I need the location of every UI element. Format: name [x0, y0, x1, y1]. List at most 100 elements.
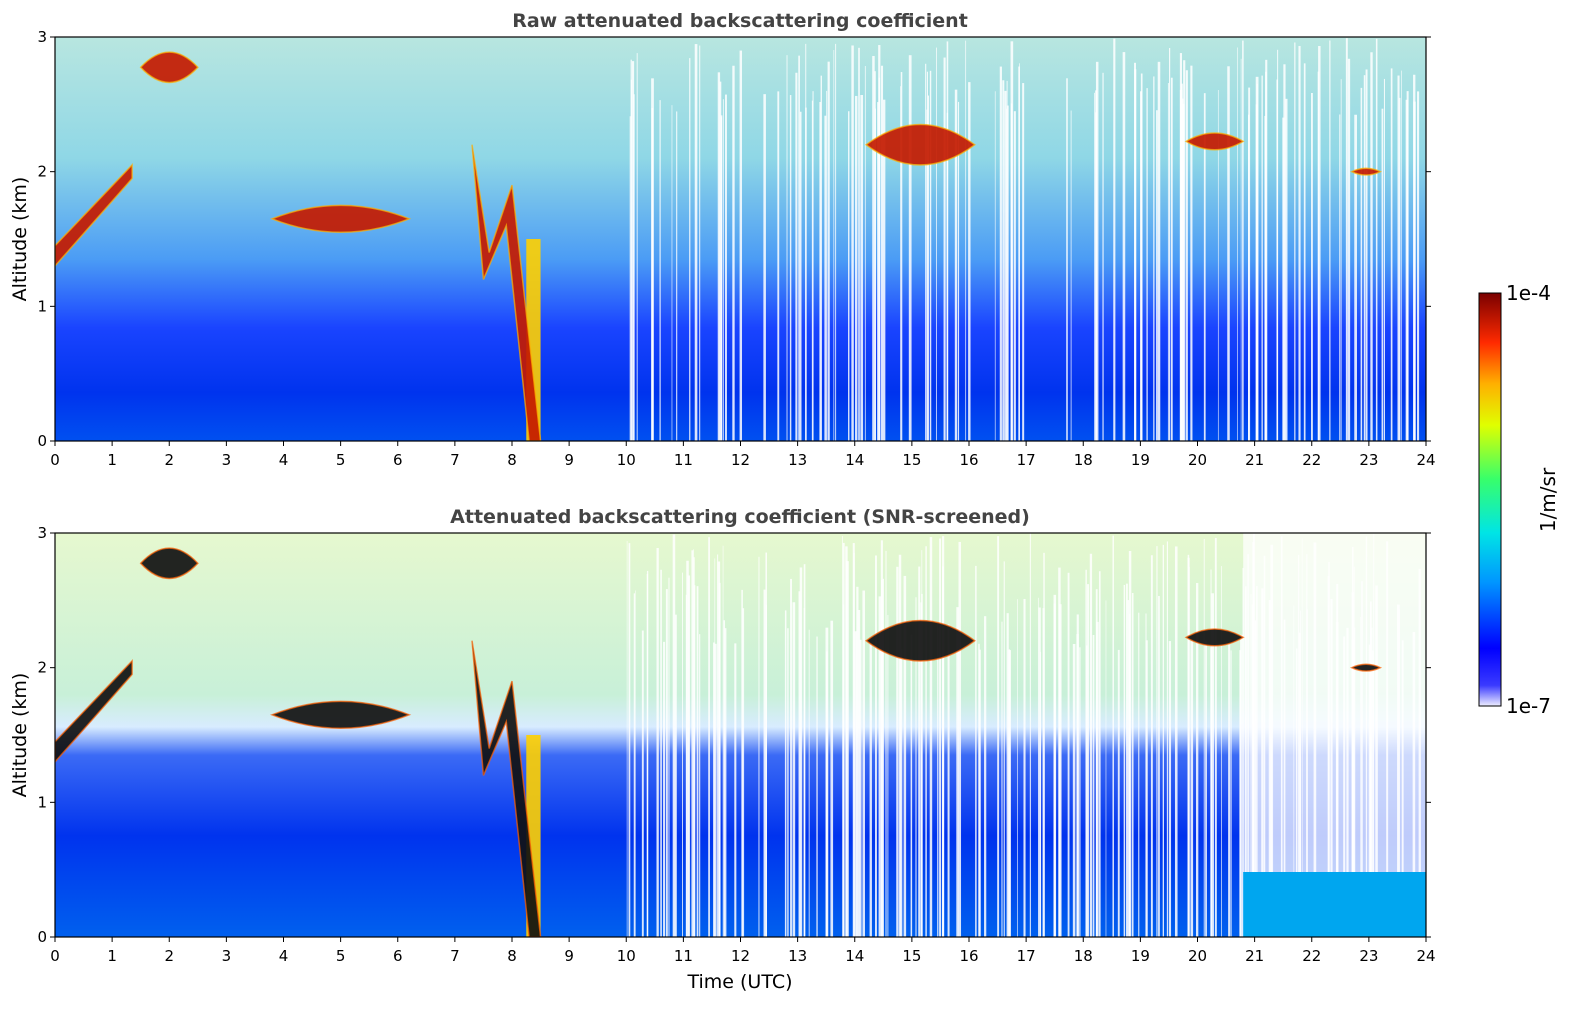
data-gap-stripe — [816, 636, 818, 937]
data-gap-stripe — [1347, 58, 1351, 441]
data-gap-stripe — [765, 552, 768, 937]
data-gap-stripe — [805, 43, 807, 441]
y-tick-label: 0 — [37, 928, 47, 946]
data-gap-stripe — [1183, 60, 1186, 441]
cloud-layer — [866, 124, 975, 165]
data-gap-stripe — [663, 641, 666, 937]
data-gap-stripe — [713, 642, 715, 937]
data-gap-stripe — [835, 43, 837, 441]
data-gap-stripe — [1145, 613, 1147, 937]
data-gap-stripe — [898, 554, 902, 937]
y-tick-label: 3 — [37, 524, 47, 542]
x-tick-label: 9 — [564, 947, 574, 965]
data-gap-stripe — [968, 82, 971, 441]
x-tick-label: 21 — [1245, 451, 1264, 469]
data-gap-stripe — [763, 589, 766, 937]
data-gap-stripe — [1029, 533, 1031, 937]
data-gap-stripe — [927, 95, 930, 441]
data-gap-stripe — [1127, 600, 1130, 937]
data-gap-stripe — [869, 643, 872, 937]
data-gap-stripe — [864, 65, 866, 441]
cloud-layer-edge — [139, 547, 199, 580]
data-gap-stripe — [1067, 572, 1070, 937]
data-gap-stripe — [808, 629, 810, 937]
data-gap-stripe — [1190, 65, 1193, 441]
data-gap-stripe — [758, 556, 760, 937]
data-gap-stripe — [786, 55, 788, 441]
data-gap-stripe — [1370, 52, 1373, 441]
data-gap-stripe — [1156, 546, 1158, 937]
data-gap-stripe — [1150, 555, 1153, 937]
data-gap-stripe — [719, 81, 722, 441]
data-gap-stripe — [699, 45, 701, 441]
data-gap-stripe — [851, 45, 854, 441]
data-gap-stripe — [824, 115, 827, 441]
data-gap-stripe — [1240, 634, 1243, 937]
data-gap-stripe — [672, 534, 676, 937]
data-gap-stripe — [846, 561, 849, 937]
x-tick-label: 24 — [1416, 451, 1435, 469]
data-gap-stripe — [1405, 99, 1408, 441]
data-gap-stripe — [929, 70, 932, 441]
data-gap-stripe — [1340, 79, 1342, 441]
x-tick-label: 12 — [731, 947, 750, 965]
cloud-layer — [472, 144, 541, 441]
data-gap-stripe — [717, 561, 721, 937]
data-gap-stripe — [874, 71, 876, 441]
x-tick-label: 3 — [222, 451, 232, 469]
data-gap-stripe — [1413, 101, 1416, 441]
data-gap-stripe — [717, 554, 719, 937]
data-gap-stripe — [1255, 104, 1258, 441]
x-tick-label: 16 — [959, 947, 978, 965]
data-gap-stripe — [859, 639, 862, 937]
data-gap-stripe — [896, 566, 899, 937]
data-gap-stripe — [636, 53, 638, 441]
x-tick-label: 4 — [279, 451, 289, 469]
data-gap-stripe — [1276, 79, 1278, 441]
data-gap-stripe — [1398, 97, 1401, 441]
data-gap-stripe — [900, 72, 903, 441]
data-gap-stripe — [630, 79, 632, 441]
data-gap-stripe — [937, 623, 939, 937]
data-gap-stripe — [918, 566, 921, 937]
data-gap-stripe — [984, 616, 987, 937]
panel-screened: Attenuated backscattering coefficient (S… — [9, 506, 1436, 993]
data-gap-stripe — [978, 649, 981, 937]
data-gap-stripe — [763, 94, 766, 441]
x-tick-label: 17 — [1017, 451, 1036, 469]
data-gap-stripe — [694, 44, 698, 441]
data-gap-stripe — [929, 537, 933, 937]
data-gap-stripe — [676, 111, 678, 441]
data-gap-stripe — [1311, 92, 1313, 441]
data-gap-stripe — [1134, 62, 1137, 441]
data-gap-stripe — [1158, 595, 1160, 937]
data-gap-stripe — [1363, 75, 1366, 441]
data-gap-stripe — [777, 91, 780, 441]
data-gap-stripe — [1105, 600, 1107, 937]
data-gap-stripe — [1006, 80, 1008, 441]
data-gap-stripe — [1248, 114, 1250, 441]
data-gap-stripe — [878, 45, 881, 441]
y-tick-label: 1 — [37, 793, 47, 811]
data-gap-stripe — [994, 91, 996, 441]
data-gap-stripe — [1072, 643, 1076, 937]
data-gap-stripe — [641, 630, 644, 937]
data-gap-stripe — [1360, 87, 1363, 441]
data-gap-stripe — [790, 578, 792, 937]
x-tick-label: 10 — [617, 947, 636, 965]
x-tick-label: 5 — [336, 451, 346, 469]
x-tick-label: 6 — [393, 451, 403, 469]
data-gap-stripe — [999, 66, 1002, 441]
x-tick-label: 14 — [845, 947, 864, 965]
data-gap-stripe — [1122, 52, 1126, 441]
data-gap-stripe — [1285, 98, 1288, 441]
data-gap-stripe — [665, 589, 668, 937]
data-gap-stripe — [714, 643, 717, 937]
x-tick-label: 16 — [959, 451, 978, 469]
data-gap-stripe — [1381, 108, 1384, 441]
data-gap-stripe — [1117, 649, 1120, 937]
data-gap-stripe — [925, 546, 927, 937]
cloud-layer — [272, 701, 410, 729]
data-gap-stripe — [1002, 80, 1005, 441]
